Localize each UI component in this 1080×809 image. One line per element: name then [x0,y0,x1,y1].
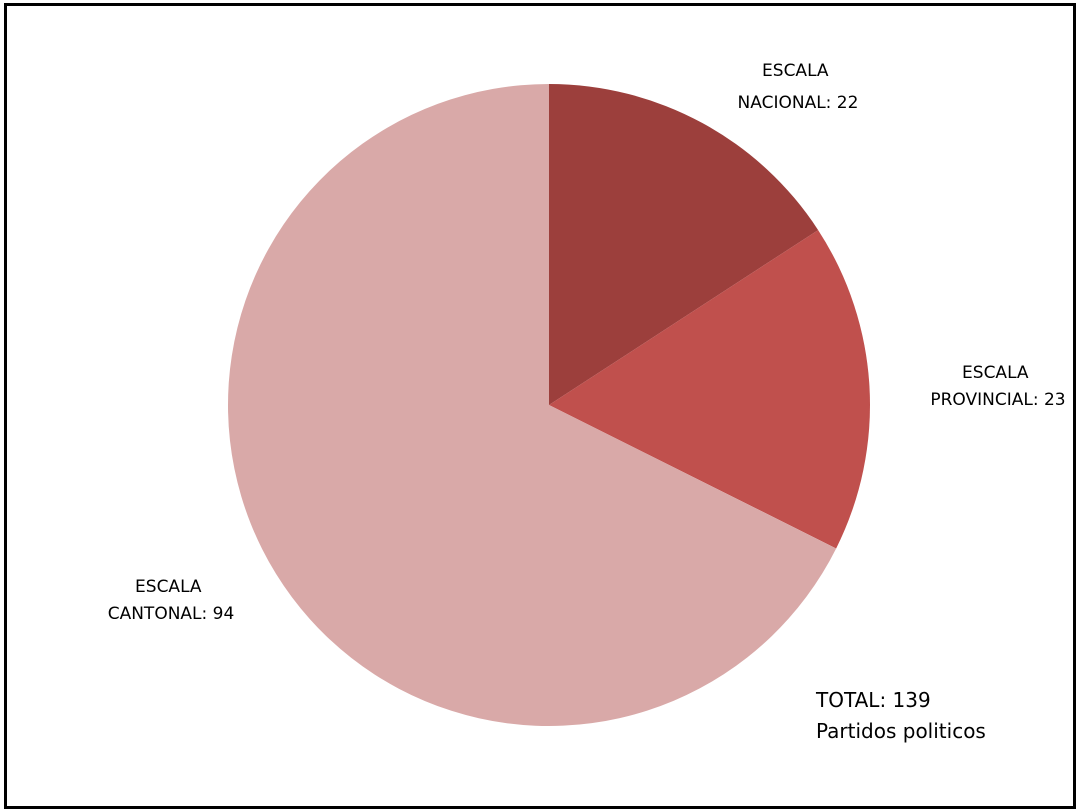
label-nacional-line-2: NACIONAL: 22 [738,93,859,113]
slice-provincial [549,230,870,549]
label-provincial: ESCALA PROVINCIAL: 23 [930,363,1065,410]
label-provincial-line-1: ESCALA [962,363,1029,383]
slice-nacional [549,84,819,405]
slice-cantonal [227,84,837,727]
pie-slices [227,84,870,727]
total-line-2: Partidos politicos [816,719,986,743]
label-cantonal-line-1: ESCALA [135,577,202,597]
label-nacional: ESCALA NACIONAL: 22 [738,61,859,113]
label-cantonal: ESCALA CANTONAL: 94 [108,577,235,624]
total-line-1: TOTAL: 139 [815,688,931,712]
label-cantonal-line-2: CANTONAL: 94 [108,604,235,624]
total-annotation: TOTAL: 139 Partidos politicos [815,688,986,743]
label-provincial-line-2: PROVINCIAL: 23 [930,390,1065,410]
label-nacional-line-1: ESCALA [762,61,829,81]
